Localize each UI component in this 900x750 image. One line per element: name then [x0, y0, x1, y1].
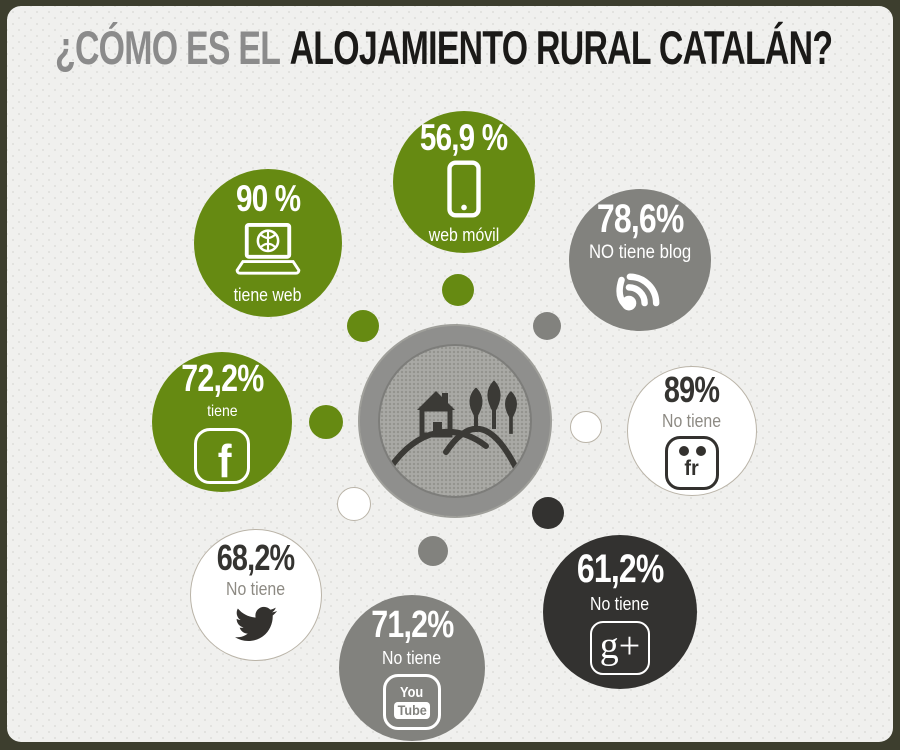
- connector-dot: [532, 497, 564, 529]
- twitter-icon: [230, 603, 282, 650]
- bubble-no-tiene-flickr: 89% No tiene fr: [627, 366, 757, 496]
- facebook-icon: f: [194, 427, 250, 484]
- stat-label: No tiene: [590, 594, 650, 615]
- stat-label: tiene web: [234, 285, 302, 306]
- connector-dot: [337, 487, 371, 521]
- rural-house-icon: [387, 380, 523, 479]
- stat-label: NO tiene blog: [588, 242, 692, 264]
- connector-dot: [418, 536, 448, 566]
- bubble-no-tiene-youtube: 71,2% No tiene You Tube: [339, 595, 485, 741]
- bubble-tiene-facebook: 72,2% tiene f: [152, 352, 292, 492]
- connector-dot: [442, 274, 474, 306]
- bubble-no-tiene-twitter: 68,2% No tiene: [190, 529, 322, 661]
- youtube-icon: You Tube: [383, 673, 441, 730]
- stat-value: 89%: [664, 368, 720, 410]
- stat-label: No tiene: [382, 648, 442, 669]
- googleplus-icon: g+: [590, 620, 650, 675]
- stat-value: 72,2%: [180, 358, 264, 401]
- bubble-no-tiene-googleplus: 61,2% No tiene g+: [543, 535, 697, 689]
- stat-value: 90 %: [235, 178, 301, 220]
- stat-value: 78,6%: [596, 197, 685, 242]
- blog-icon: [613, 268, 667, 321]
- stat-value: 61,2%: [576, 547, 665, 592]
- center-emblem: [360, 326, 550, 516]
- smartphone-icon: [446, 160, 482, 223]
- connector-dot: [347, 310, 379, 342]
- center-emblem-inner: [380, 346, 530, 496]
- connector-dot: [309, 405, 343, 439]
- bubble-no-tiene-blog: 78,6% NO tiene blog: [569, 189, 711, 331]
- stat-label: tiene: [206, 403, 238, 421]
- stat-value: 68,2%: [217, 536, 295, 578]
- stat-label: web móvil: [428, 224, 500, 245]
- stat-label: No tiene: [662, 410, 722, 431]
- title-emphasis: ALOJAMIENTO RURAL CATALÁN?: [289, 21, 833, 74]
- infographic-card: ¿CÓMO ES EL ALOJAMIENTO RURAL CATALÁN?: [7, 6, 893, 742]
- page-title: ¿CÓMO ES EL ALOJAMIENTO RURAL CATALÁN?: [55, 21, 833, 74]
- connector-dot: [570, 411, 602, 443]
- laptop-globe-icon: [231, 222, 305, 283]
- connector-dot: [533, 312, 561, 340]
- stat-value: 71,2%: [370, 604, 454, 647]
- stat-value: 56,9 %: [420, 116, 508, 158]
- bubble-web-movil: 56,9 % web móvil: [393, 111, 535, 253]
- bubble-tiene-web: 90 % tiene web: [194, 169, 342, 317]
- title-prefix: ¿CÓMO ES EL: [55, 21, 281, 74]
- flickr-icon: fr: [665, 436, 719, 491]
- stat-label: No tiene: [226, 578, 286, 599]
